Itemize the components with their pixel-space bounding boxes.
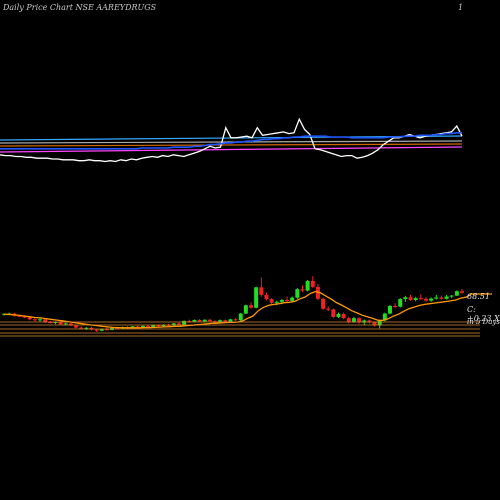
candle-up [449, 295, 454, 297]
candle-down [187, 320, 192, 322]
candle-up [53, 322, 58, 324]
candle-up [182, 320, 187, 325]
candle-down [439, 297, 444, 299]
candle-down [27, 317, 32, 320]
candle-down [146, 325, 151, 327]
candle-down [135, 326, 140, 328]
candle-down [310, 280, 315, 287]
candle-up [454, 291, 459, 296]
candle-down [249, 305, 254, 308]
candle-down [94, 329, 99, 331]
candle-down [315, 286, 320, 299]
candle-down [104, 329, 109, 331]
candle-up [140, 325, 145, 328]
candle-up [387, 305, 392, 314]
candle-up [362, 320, 367, 323]
candle-up [351, 318, 356, 322]
candle-up [84, 327, 89, 329]
candle-down [341, 314, 346, 319]
candle-up [99, 329, 104, 331]
candle-down [300, 289, 305, 291]
candle-up [444, 296, 449, 299]
candle-up [403, 297, 408, 300]
candle-down [393, 305, 398, 307]
candle-up [305, 280, 310, 291]
candle-up [336, 314, 341, 317]
candle-up [38, 319, 43, 321]
candle-down [43, 319, 48, 323]
candle-up [290, 297, 295, 301]
candle-down [357, 318, 362, 323]
candle-down [22, 316, 27, 318]
page-number: 1 [458, 3, 464, 12]
chart-title: Daily Price Chart NSE AAREYDRUGS [3, 3, 157, 12]
candle-up [377, 320, 382, 326]
candle-up [434, 297, 439, 299]
candle-down [207, 319, 212, 322]
candle-up [243, 305, 248, 314]
candle-up [279, 299, 284, 302]
candle-down [156, 325, 161, 327]
oscillator-ma-grey [0, 140, 463, 144]
oscillator-ma-orange [0, 143, 463, 147]
candle-up [63, 323, 68, 325]
candle-down [58, 322, 63, 325]
candle-down [79, 327, 84, 329]
candle-down [197, 319, 202, 322]
candle-down [17, 315, 22, 317]
candle-down [367, 320, 372, 323]
candle-down [233, 319, 238, 321]
candle-up [171, 323, 176, 326]
candle-down [285, 299, 290, 301]
candle-down [321, 298, 326, 309]
candle-down [423, 298, 428, 301]
oscillator-ma-blue [0, 132, 462, 150]
candle-up [130, 326, 135, 328]
candle-down [259, 287, 264, 295]
candle-down [460, 291, 464, 293]
candle-down [418, 298, 423, 300]
candle-up [228, 319, 233, 322]
candle-down [176, 323, 181, 325]
candle-up [151, 325, 156, 327]
ema-line [3, 290, 492, 329]
candle-down [331, 309, 336, 317]
candle-up [192, 319, 197, 322]
candle-down [408, 297, 413, 300]
candle-up [238, 313, 243, 321]
candle-down [68, 323, 73, 326]
candle-up [254, 287, 259, 308]
candle-up [274, 301, 279, 303]
candle-down [269, 299, 274, 303]
candle-down [74, 325, 79, 328]
candle-up [413, 298, 418, 300]
candle-down [48, 322, 53, 324]
candle-down [372, 322, 377, 326]
candle-up [202, 319, 207, 322]
candle-down [115, 327, 120, 329]
candle-down [346, 318, 351, 322]
candle-down [264, 294, 269, 300]
candle-up [295, 289, 300, 298]
candle-down [32, 319, 37, 321]
last-price-label: 68.51 [467, 292, 490, 301]
period-label: in 5 Days [467, 318, 500, 326]
candle-down [223, 320, 228, 322]
candle-up [398, 299, 403, 307]
candle-down [326, 308, 331, 310]
candle-up [161, 324, 166, 327]
oscillator-ma-purple [0, 146, 463, 153]
candle-up [218, 320, 223, 322]
oscillator-line [0, 117, 463, 163]
candle-up [429, 298, 434, 301]
price-change-label: C: +0.23 X [467, 305, 500, 323]
candle-up [382, 313, 387, 321]
